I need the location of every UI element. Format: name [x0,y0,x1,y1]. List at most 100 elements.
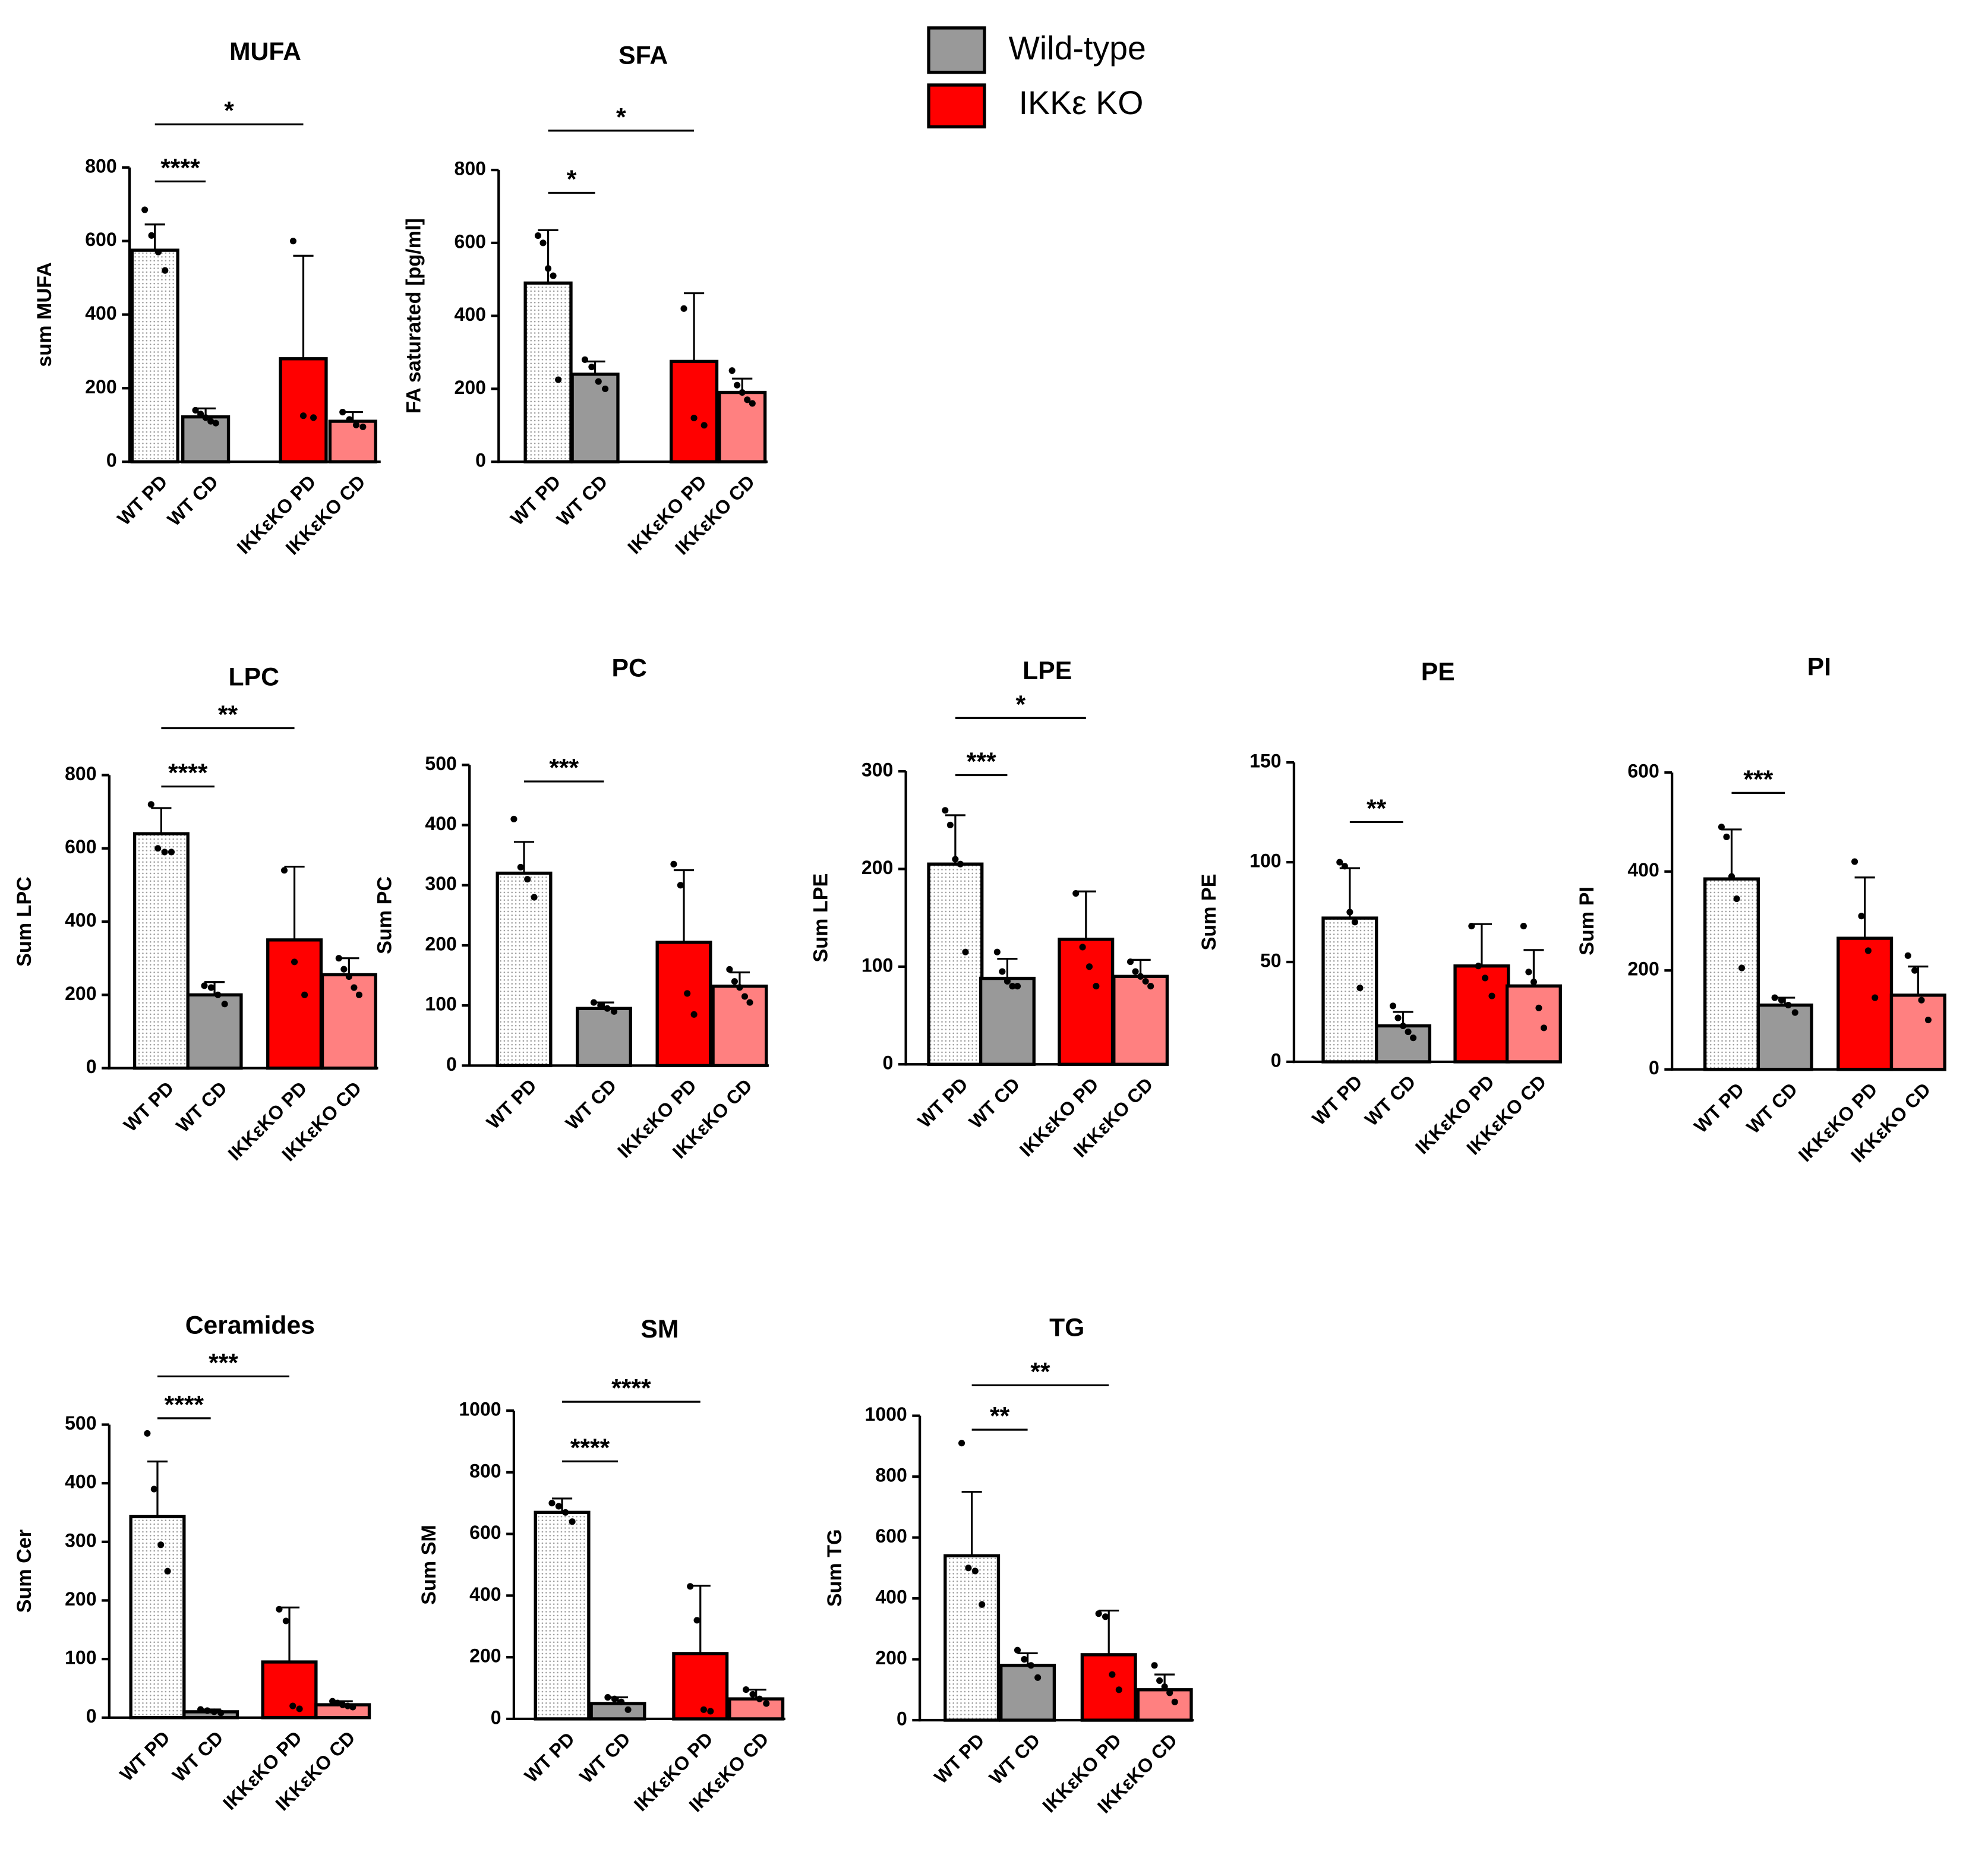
x-tick-label: WT PD [1308,1071,1366,1129]
y-tick-label: 0 [1649,1057,1659,1078]
data-point [562,1509,569,1516]
data-point [1728,873,1735,880]
data-point [280,867,288,874]
bar [1453,964,1510,1064]
data-point [597,1002,604,1009]
x-tick-label: WT CD [1743,1078,1802,1138]
panel: SFA FA saturated [pg/ml] 0 200 400 600 800 WT P… [402,41,768,559]
y-tick-label: 300 [862,759,893,781]
data-point [161,849,168,856]
data-point [1488,992,1495,999]
x-tick-label: WT CD [168,1727,228,1786]
bar [655,941,712,1068]
data-point [555,376,562,383]
data-point [1151,1662,1158,1669]
data-point [957,860,964,868]
y-tick-label: 100 [862,954,893,976]
data-point [202,414,209,421]
data-point [741,993,749,1000]
significance-label: * [616,103,626,131]
data-point [946,821,954,829]
chart-title: LPC [229,663,279,691]
data-point [1540,1024,1548,1032]
significance-label: **** [160,154,200,182]
bar [1889,993,1946,1071]
y-tick-label: 400 [1627,859,1659,881]
chart-title: MUFA [229,37,301,66]
y-tick-label: 1000 [459,1399,501,1420]
data-point [1126,958,1134,966]
x-tick-label: WT PD [116,1727,174,1785]
y-tick-label: 0 [1271,1049,1282,1071]
data-point [962,948,969,955]
bar [927,862,984,1066]
data-point [334,1699,341,1707]
bar [1080,1653,1137,1722]
x-tick-label: WT PD [930,1729,988,1787]
data-point [1924,1016,1932,1024]
y-tick-label: 200 [862,857,893,878]
data-point [168,849,175,856]
data-point [351,984,358,991]
data-point [534,232,542,239]
y-tick-label: 100 [65,1647,96,1668]
data-point [1918,996,1925,1004]
x-tick-label: WT CD [561,1075,621,1134]
x-tick-label: WT PD [113,471,171,529]
data-point [1166,1689,1173,1696]
x-tick-label: WT CD [985,1729,1045,1789]
chart-title: LPE [1023,657,1072,685]
data-point [743,1686,750,1693]
data-point [1399,1022,1407,1030]
data-point [1911,967,1918,974]
bar [943,1554,1001,1722]
data-point [569,1518,576,1525]
bar [534,1510,591,1721]
data-point [1004,977,1011,985]
data-point [344,1702,351,1709]
legend-label: IKKε KO [1019,84,1144,121]
data-point [329,1698,336,1705]
significance-label: *** [209,1349,238,1377]
data-point [1351,919,1358,926]
x-tick-label: WT PD [506,471,564,529]
significance-label: *** [549,754,579,783]
bar [130,248,179,463]
data-point [700,1706,707,1713]
data-point [749,1690,756,1698]
y-axis-label: Sum PE [1198,874,1220,951]
bar [328,419,377,463]
chart-title: TG [1049,1314,1084,1342]
bar [320,973,377,1070]
data-point [999,968,1006,975]
data-point [1482,974,1489,982]
bar [669,359,719,463]
y-tick-label: 200 [65,983,96,1004]
data-point [1132,968,1139,975]
significance-label: * [1016,690,1026,719]
y-tick-label: 600 [65,836,96,857]
significance-label: **** [611,1374,651,1403]
data-point [1102,1613,1109,1620]
data-point [744,396,751,403]
data-point [739,389,746,396]
data-point [352,421,360,428]
data-point [1872,994,1879,1001]
y-tick-label: 200 [469,1645,501,1667]
data-point [164,1567,171,1575]
data-point [1535,1004,1542,1011]
data-point [207,418,214,425]
y-tick-label: 800 [85,155,116,176]
bar [132,832,190,1070]
bar [1058,938,1115,1066]
data-point [1034,1674,1042,1681]
y-tick-label: 400 [65,910,96,931]
data-point [301,991,308,998]
bar [718,390,767,463]
data-point [517,863,524,870]
data-point [310,414,317,421]
data-point [531,894,538,901]
y-tick-label: 500 [65,1412,96,1434]
